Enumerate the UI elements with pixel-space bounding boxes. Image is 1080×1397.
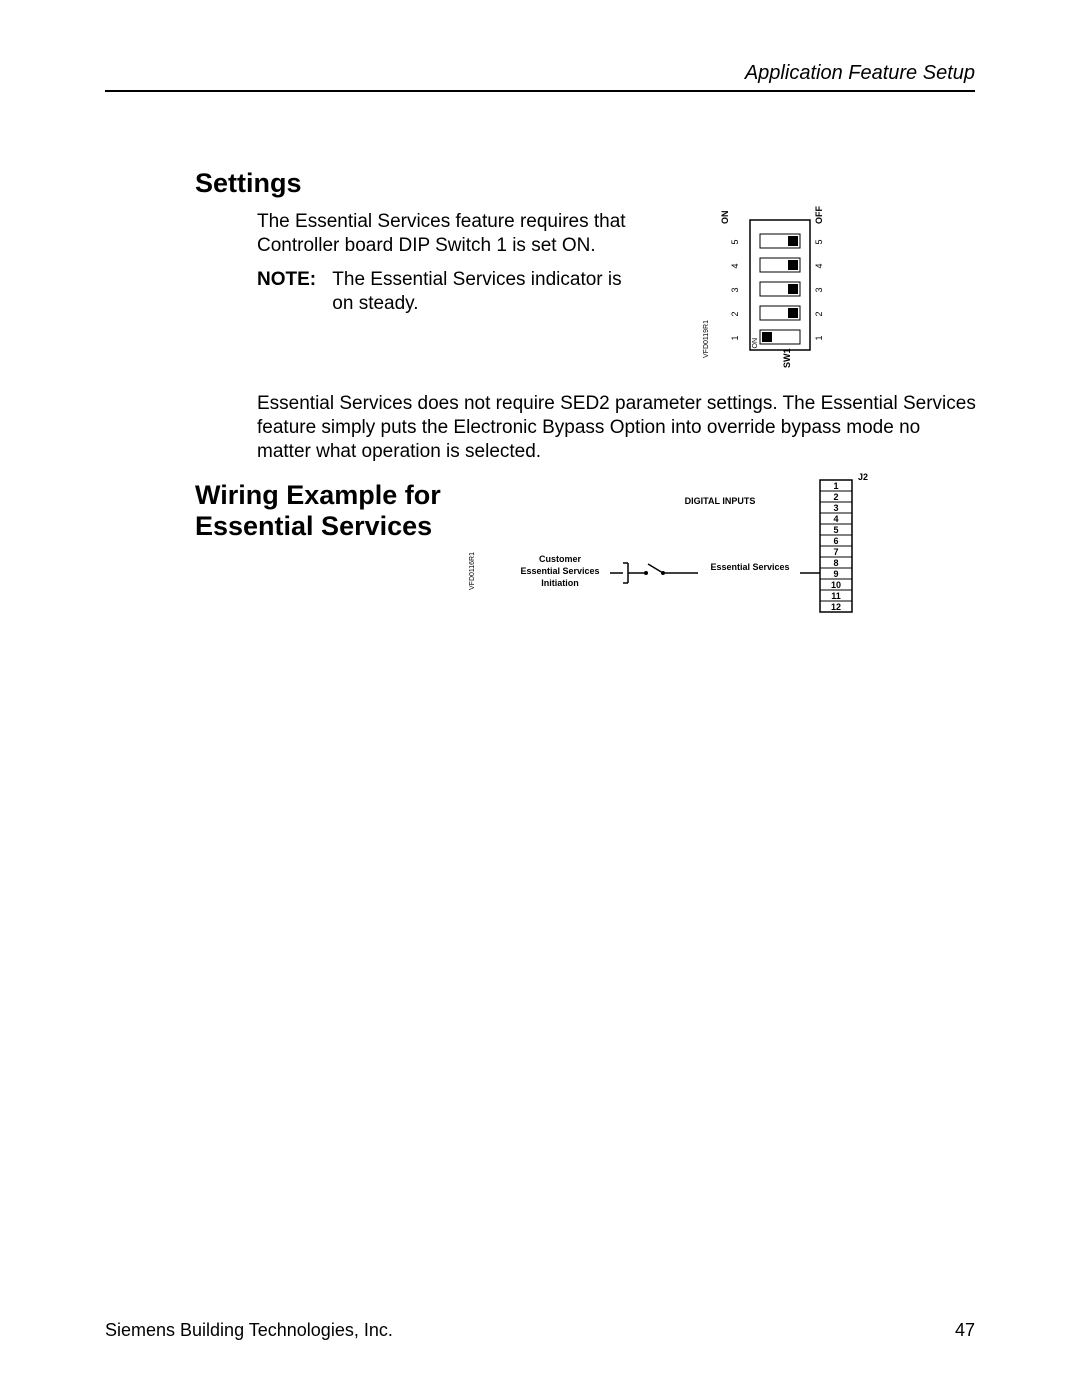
terminal-2: 2 — [833, 492, 838, 502]
wiring-es-label: Essential Services — [710, 562, 789, 572]
wiring-left-label-3: Initiation — [541, 578, 579, 588]
wiring-left-label-2: Essential Services — [520, 566, 599, 576]
dip-sw1-label: SW1 — [782, 348, 792, 368]
wiring-digital-inputs-label: DIGITAL INPUTS — [685, 496, 756, 506]
header-rule — [105, 90, 975, 92]
heading-settings: Settings — [195, 168, 302, 199]
note-block: NOTE: The Essential Services indicator i… — [257, 268, 657, 316]
dip-right-num-3: 3 — [814, 287, 824, 292]
dip-switch-4 — [760, 258, 800, 272]
dip-left-num-1: 1 — [730, 335, 740, 340]
terminal-11: 11 — [831, 591, 841, 601]
terminal-12: 12 — [831, 602, 841, 612]
dip-switch-3 — [760, 282, 800, 296]
dip-left-num-5: 5 — [730, 239, 740, 244]
dip-on-marker: ON — [752, 338, 759, 349]
terminal-7: 7 — [833, 547, 838, 557]
settings-intro-text: The Essential Services feature requires … — [257, 210, 657, 258]
note-label: NOTE: — [257, 268, 327, 292]
page: Application Feature Setup Settings The E… — [0, 0, 1080, 1397]
footer-page-number: 47 — [955, 1320, 975, 1341]
terminal-8: 8 — [833, 558, 838, 568]
wiring-ref: VFD0116R1 — [469, 552, 476, 590]
terminal-5: 5 — [833, 525, 838, 535]
wiring-figure: DIGITAL INPUTS J2 1 2 3 4 5 — [460, 470, 980, 620]
terminal-10: 10 — [831, 580, 841, 590]
dip-left-num-2: 2 — [730, 311, 740, 316]
wiring-j2-label: J2 — [858, 472, 868, 482]
footer-company: Siemens Building Technologies, Inc. — [105, 1320, 393, 1341]
dip-on-label: ON — [720, 211, 730, 225]
dip-switch-figure: ON OFF 5 4 3 2 1 5 4 3 2 1 — [690, 200, 870, 380]
dip-left-num-3: 3 — [730, 287, 740, 292]
dip-switch-5 — [760, 234, 800, 248]
header-section-title: Application Feature Setup — [745, 62, 975, 85]
wiring-left-label-1: Customer — [539, 554, 582, 564]
switch-icon — [636, 564, 675, 575]
dip-switch-2 — [760, 306, 800, 320]
terminal-3: 3 — [833, 503, 838, 513]
terminal-4: 4 — [833, 514, 838, 524]
terminal-6: 6 — [833, 536, 838, 546]
dip-ref: VFD0119R1 — [703, 320, 710, 358]
terminal-9: 9 — [833, 569, 838, 579]
dip-right-num-2: 2 — [814, 311, 824, 316]
dip-right-num-1: 1 — [814, 335, 824, 340]
dip-left-num-4: 4 — [730, 263, 740, 268]
terminal-1: 1 — [833, 481, 838, 491]
heading-wiring: Wiring Example for Essential Services — [195, 480, 455, 542]
dip-right-num-4: 4 — [814, 263, 824, 268]
dip-off-label: OFF — [814, 206, 824, 224]
wiring-bracket — [610, 563, 636, 583]
settings-para2: Essential Services does not require SED2… — [257, 392, 977, 463]
note-body: The Essential Services indicator is on s… — [332, 268, 642, 316]
dip-right-num-5: 5 — [814, 239, 824, 244]
